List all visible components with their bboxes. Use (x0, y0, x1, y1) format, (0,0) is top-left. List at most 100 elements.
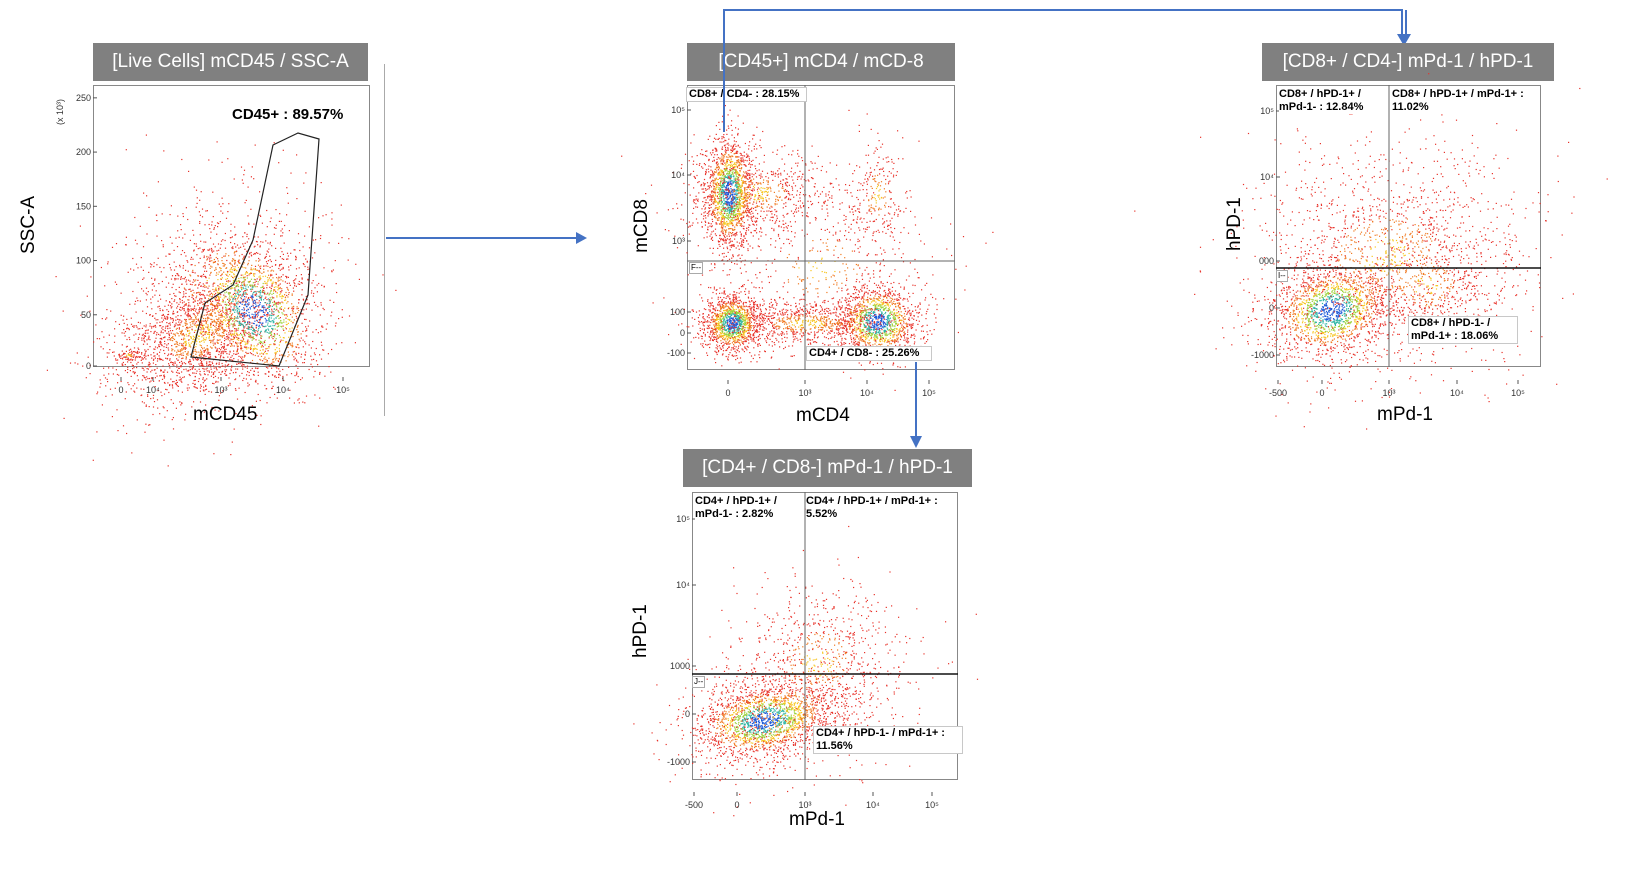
event-dot (174, 279, 176, 281)
event-dot (258, 270, 260, 272)
event-dot (106, 378, 108, 380)
event-dot (758, 246, 760, 248)
event-dot (720, 238, 723, 240)
event-dot (323, 267, 325, 269)
event-dot (108, 373, 110, 375)
event-dot (740, 233, 742, 235)
event-dot (259, 253, 261, 255)
event-dot (740, 178, 743, 180)
event-dot (321, 284, 323, 286)
event-dot (147, 355, 149, 357)
event-dot (244, 298, 246, 300)
event-dot (705, 217, 707, 219)
event-dot (750, 164, 752, 166)
event-dot (104, 377, 107, 379)
event-dot (227, 272, 229, 274)
event-dot (199, 359, 202, 361)
event-dot (270, 260, 272, 263)
event-dot (248, 222, 250, 224)
event-dot (747, 211, 750, 213)
event-dot (210, 292, 212, 294)
event-dot (230, 271, 233, 273)
event-dot (224, 247, 227, 249)
event-dot (233, 338, 235, 340)
event-dot (301, 322, 303, 324)
event-dot (710, 166, 712, 168)
event-dot (723, 171, 725, 173)
event-dot (295, 259, 297, 261)
event-dot (273, 286, 275, 288)
event-dot (268, 300, 270, 302)
event-dot (743, 177, 746, 179)
event-dot (264, 297, 266, 299)
event-dot (267, 328, 269, 330)
event-dot (741, 205, 744, 207)
event-dot (269, 363, 271, 365)
event-dot (150, 365, 152, 368)
event-dot (725, 229, 728, 231)
event-dot (232, 372, 234, 374)
event-dot (206, 305, 208, 307)
event-dot (287, 301, 289, 303)
event-dot (254, 144, 256, 146)
event-dot (724, 169, 726, 171)
event-dot (744, 259, 746, 261)
event-dot (705, 171, 707, 173)
event-dot (274, 357, 276, 359)
event-dot (252, 332, 254, 334)
event-dot (146, 233, 148, 235)
event-dot (723, 223, 725, 225)
event-dot (241, 337, 244, 339)
event-dot (713, 137, 716, 139)
event-dot (736, 263, 738, 265)
event-dot (183, 301, 185, 303)
event-dot (747, 248, 749, 250)
event-dot (721, 224, 723, 227)
event-dot (142, 310, 144, 312)
event-dot (738, 254, 740, 256)
event-dot (268, 309, 270, 311)
event-dot (233, 428, 235, 430)
event-dot (262, 306, 265, 309)
event-dot (736, 259, 738, 261)
event-dot (341, 237, 343, 239)
event-dot (278, 368, 280, 370)
event-dot (242, 364, 244, 366)
event-dot (243, 277, 246, 279)
event-dot (302, 246, 304, 248)
event-dot (271, 374, 274, 376)
event-dot (166, 389, 168, 391)
event-dot (268, 318, 270, 320)
event-dot (723, 223, 725, 225)
event-dot (149, 366, 151, 368)
event-dot (184, 318, 186, 321)
event-dot (154, 330, 156, 332)
event-dot (197, 319, 199, 321)
event-dot (261, 305, 263, 307)
event-dot (261, 295, 263, 297)
event-dot (131, 352, 133, 354)
event-dot (244, 354, 246, 357)
event-dot (265, 353, 267, 355)
event-dot (136, 375, 138, 377)
event-dot (252, 322, 255, 324)
event-dot (290, 320, 292, 322)
event-dot (199, 325, 201, 327)
event-dot (96, 393, 98, 395)
event-dot (256, 319, 258, 321)
event-dot (206, 367, 208, 369)
event-dot (172, 321, 174, 323)
event-dot (721, 172, 723, 174)
event-dot (168, 363, 170, 365)
event-dot (293, 290, 295, 292)
event-dot (217, 377, 219, 379)
event-dot (164, 327, 167, 329)
event-dot (717, 202, 719, 204)
event-dot (719, 128, 721, 130)
event-dot (313, 376, 315, 378)
event-dot (275, 303, 278, 305)
event-dot (224, 255, 226, 257)
event-dot (260, 335, 262, 337)
event-dot (267, 322, 269, 324)
event-dot (244, 332, 246, 334)
